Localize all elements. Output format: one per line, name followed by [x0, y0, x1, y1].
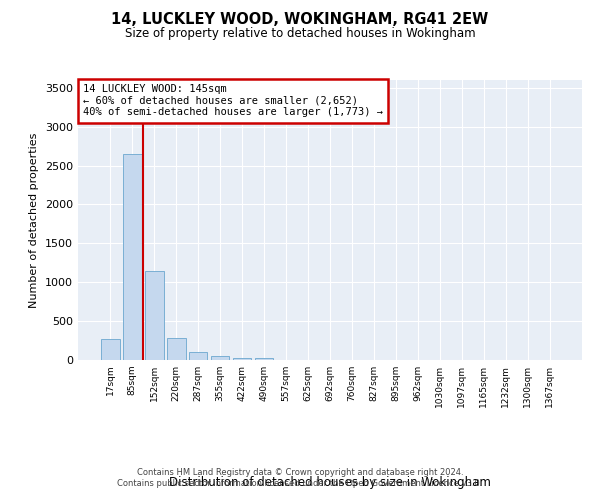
- Text: Size of property relative to detached houses in Wokingham: Size of property relative to detached ho…: [125, 28, 475, 40]
- Bar: [167, 338, 185, 360]
- Text: 14, LUCKLEY WOOD, WOKINGHAM, RG41 2EW: 14, LUCKLEY WOOD, WOKINGHAM, RG41 2EW: [112, 12, 488, 28]
- Bar: [255, 358, 274, 360]
- Bar: [145, 272, 164, 360]
- Bar: [189, 352, 208, 360]
- X-axis label: Distribution of detached houses by size in Wokingham: Distribution of detached houses by size …: [169, 476, 491, 490]
- Y-axis label: Number of detached properties: Number of detached properties: [29, 132, 40, 308]
- Text: 14 LUCKLEY WOOD: 145sqm
← 60% of detached houses are smaller (2,652)
40% of semi: 14 LUCKLEY WOOD: 145sqm ← 60% of detache…: [83, 84, 383, 117]
- Bar: [101, 339, 119, 360]
- Bar: [123, 154, 142, 360]
- Bar: [211, 356, 229, 360]
- Bar: [233, 358, 251, 360]
- Text: Contains HM Land Registry data © Crown copyright and database right 2024.
Contai: Contains HM Land Registry data © Crown c…: [118, 468, 482, 487]
